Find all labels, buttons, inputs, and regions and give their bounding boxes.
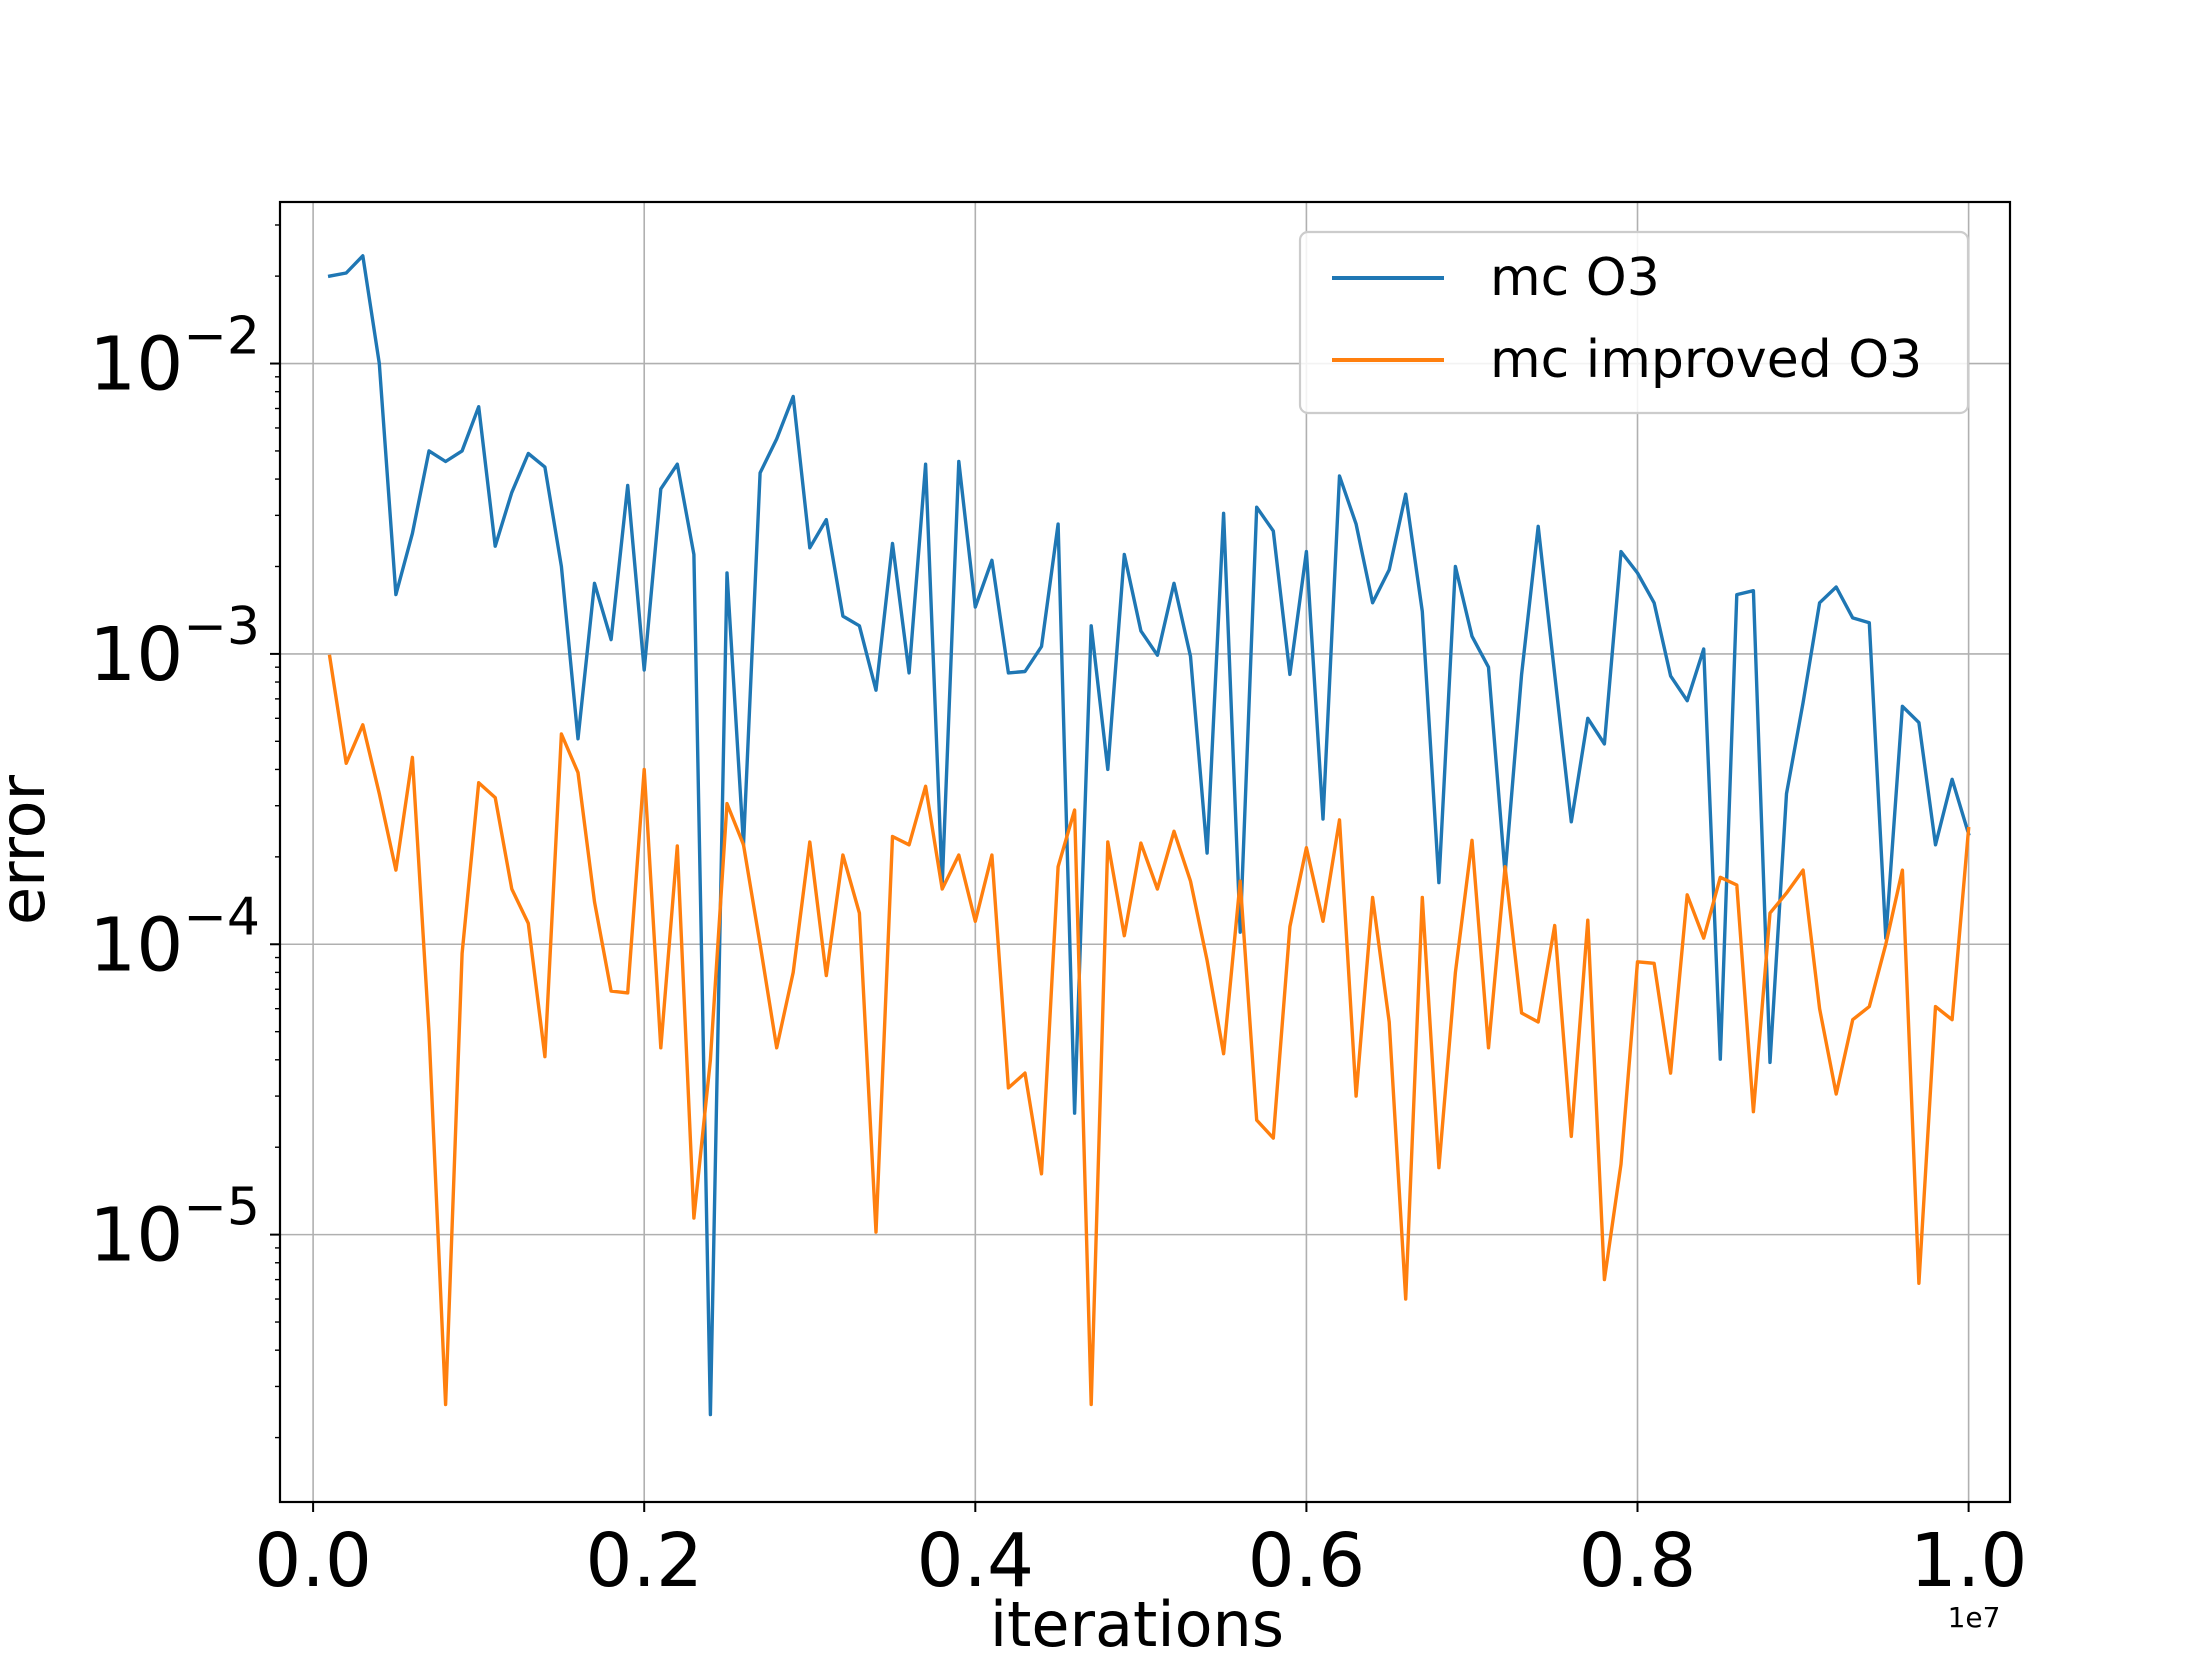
x-offset-label: 1e7 [1948,1601,2001,1634]
plot-frame [278,200,2012,1504]
x-tick-label: 0.0 [254,1518,372,1604]
series-line-mc-o3 [327,254,1971,1417]
legend-label-mc-o3: mc O3 [1490,248,1660,308]
y-tick-label: 10−4 [89,887,260,988]
plot-lines [327,254,1971,1417]
axis-ticks: 0.0 0.2 0.4 0.6 0.8 1.0 10−5 10−4 10−3 10−2 [89,224,2028,1604]
x-tick-label: 0.4 [916,1518,1034,1604]
series-line-mc-improved-o3 [327,654,1971,1407]
legend: mc O3 mc improved O3 [1298,230,1970,415]
y-axis-label: error [0,774,59,925]
y-tick-label: 10−5 [89,1178,260,1279]
legend-frame [1298,230,1970,415]
y-tick-label: 10−3 [89,597,260,698]
legend-label-mc-improved-o3: mc improved O3 [1490,330,1922,390]
y-tick-label: 10−2 [89,307,260,408]
x-tick-label: 0.8 [1579,1518,1697,1604]
x-axis-label: iterations [990,1588,1284,1661]
x-tick-label: 1.0 [1910,1518,2028,1604]
x-tick-label: 0.2 [585,1518,703,1604]
x-tick-label: 0.6 [1248,1518,1366,1604]
